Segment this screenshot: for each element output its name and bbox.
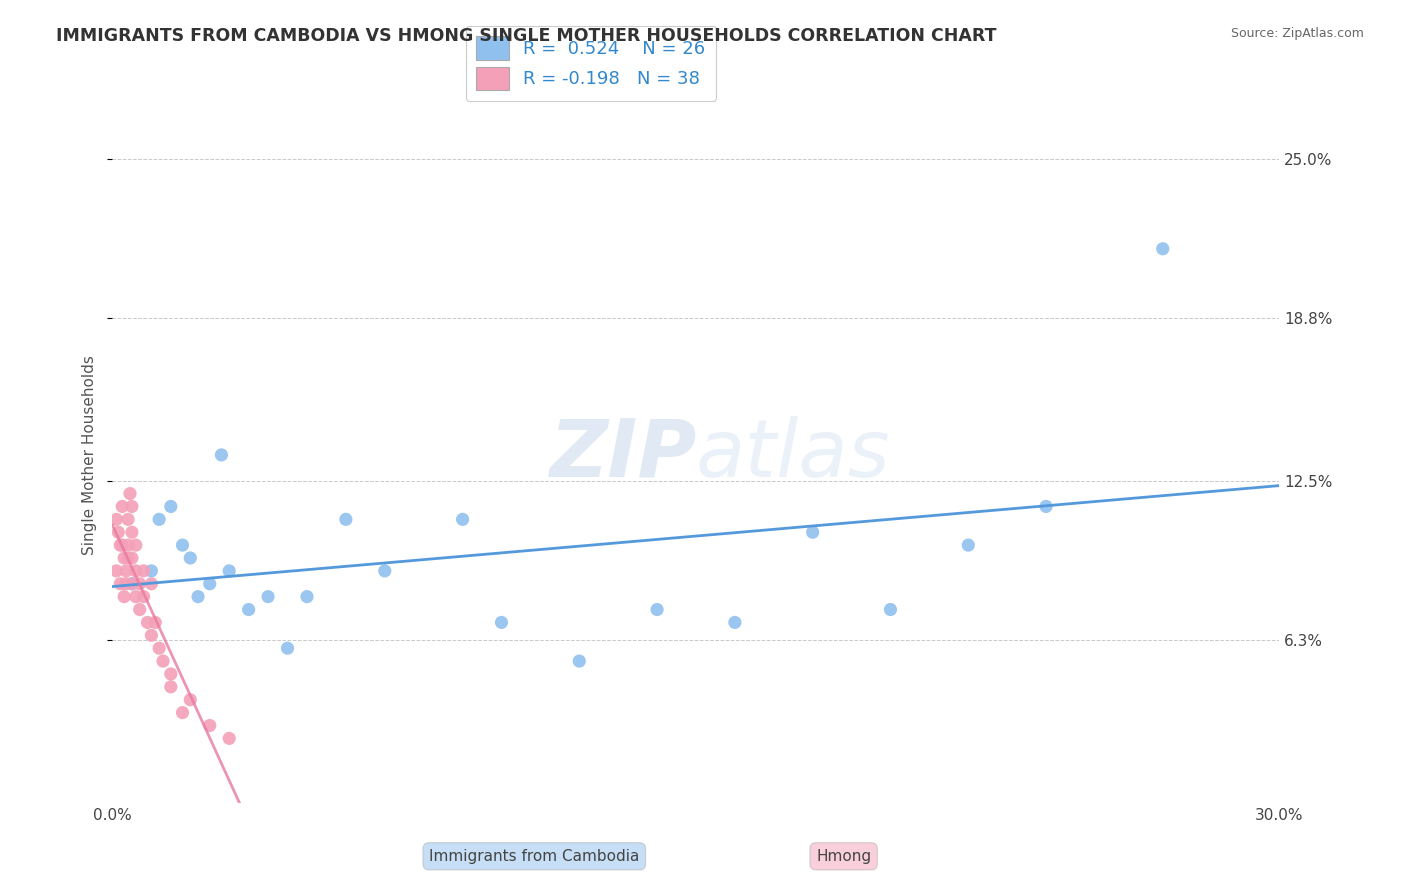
Point [121,500,143,514]
Point [115,576,138,591]
Point [335,512,357,526]
Text: Immigrants from Cambodia: Immigrants from Cambodia [429,849,640,863]
Point [218,731,240,746]
Point [218,564,240,578]
Point [160,667,183,681]
Point [724,615,747,630]
Point [121,576,143,591]
Point [125,590,148,604]
Point [136,615,159,630]
Point [179,692,201,706]
Point [295,590,318,604]
Point [645,602,668,616]
Point [132,564,155,578]
Point [491,615,513,630]
Point [105,564,128,578]
Point [125,564,148,578]
Point [112,590,135,604]
Y-axis label: Single Mother Households: Single Mother Households [82,355,97,555]
Point [117,538,139,552]
Point [879,602,901,616]
Point [105,512,128,526]
Point [118,486,141,500]
Point [128,602,150,616]
Point [198,718,221,732]
Point [111,538,134,552]
Point [172,706,194,720]
Point [148,641,170,656]
Point [121,576,143,591]
Point [957,538,980,552]
Point [160,680,183,694]
Point [568,654,591,668]
Text: Hmong: Hmong [815,849,872,863]
Text: Source: ZipAtlas.com: Source: ZipAtlas.com [1230,27,1364,40]
Point [132,590,155,604]
Point [141,564,163,578]
Point [1035,500,1057,514]
Point [141,576,163,591]
Point [121,551,143,566]
Point [125,538,148,552]
Point [238,602,260,616]
Point [451,512,474,526]
Point [115,564,138,578]
Point [112,551,135,566]
Point [257,590,280,604]
Point [121,525,143,540]
Point [198,576,221,591]
Point [152,654,174,668]
Point [1152,242,1174,256]
Point [143,615,166,630]
Text: IMMIGRANTS FROM CAMBODIA VS HMONG SINGLE MOTHER HOUSEHOLDS CORRELATION CHART: IMMIGRANTS FROM CAMBODIA VS HMONG SINGLE… [56,27,997,45]
Point [110,576,132,591]
Point [374,564,396,578]
Point [110,538,132,552]
Point [172,538,194,552]
Text: atlas: atlas [696,416,891,494]
Point [187,590,209,604]
Point [148,512,170,526]
Legend: R =  0.524    N = 26, R = -0.198   N = 38: R = 0.524 N = 26, R = -0.198 N = 38 [465,26,716,101]
Point [801,525,824,540]
Point [179,551,201,566]
Point [160,500,183,514]
Point [128,576,150,591]
Point [209,448,232,462]
Point [107,525,129,540]
Point [117,551,139,566]
Point [111,500,134,514]
Point [141,628,163,642]
Text: ZIP: ZIP [548,416,696,494]
Point [117,512,139,526]
Point [276,641,298,656]
